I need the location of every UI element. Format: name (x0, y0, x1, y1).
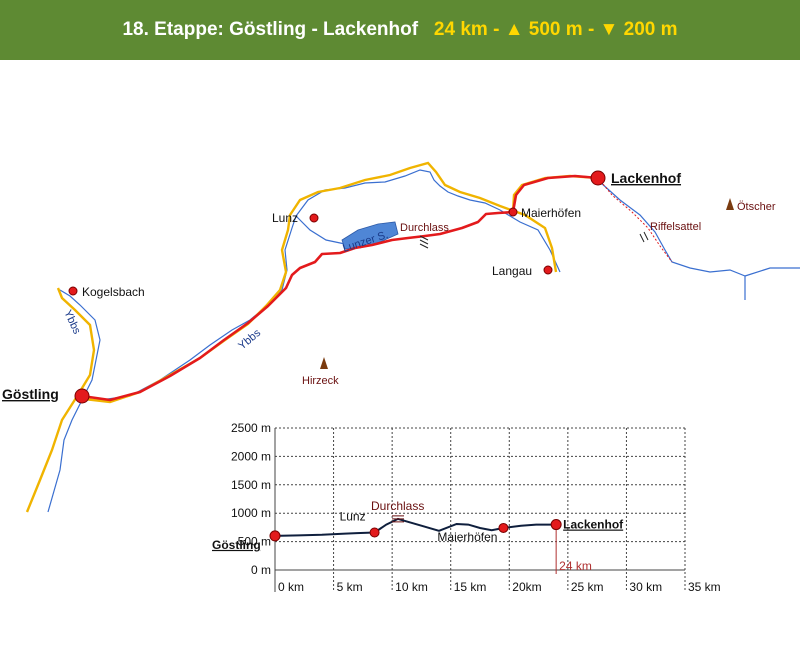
label-lunz: Lunz (272, 211, 298, 225)
label-maierhoefen: Maierhöfen (521, 206, 581, 220)
pass-symbol-durchlass (419, 235, 429, 249)
place-markers (68, 170, 606, 404)
marker-langau (543, 265, 553, 275)
marker-kogelsbach (68, 286, 78, 296)
river-ybbs-upper (59, 289, 101, 401)
label-durchlass: Durchlass (400, 222, 449, 234)
river-east-branch (744, 267, 800, 277)
label-goestling: Göstling (2, 386, 59, 402)
stage-distance: 24 km (433, 19, 488, 40)
river-ybbs (47, 169, 561, 513)
marker-lackenhof (590, 170, 606, 186)
pass-symbol-riffelsattel (639, 231, 649, 243)
label-ybbs-upper: Ybbs (61, 308, 83, 336)
marker-lunz (309, 213, 319, 223)
river-lunz-stream (295, 215, 346, 245)
x-tick-label-0: 0 km (278, 580, 304, 594)
profile-markers (269, 519, 562, 542)
profile-label-lunz: Lunz (340, 510, 366, 524)
stage-descent: 200 m (623, 19, 678, 40)
route-map: Göstling Lackenhof Lunz Maierhöfen Langa… (2, 161, 800, 594)
page-title-bar: 18. Etappe: Göstling - Lackenhof 24 km -… (0, 0, 800, 60)
y-tick-label-4: 2000 m (231, 449, 271, 463)
x-tick-label-2: 10 km (395, 580, 428, 594)
profile-elevation-line (274, 517, 557, 537)
profile-marker-1 (369, 527, 380, 538)
profile-end-label: 24 km (559, 559, 592, 573)
label-kogelsbach: Kogelsbach (82, 285, 145, 299)
profile-label-durchlass: Durchlass (371, 499, 424, 513)
stage-ascent: 500 m (528, 19, 583, 40)
y-tick-label-1: 500 m (238, 535, 271, 549)
label-lackenhof: Lackenhof (611, 170, 681, 186)
river-east (599, 181, 746, 300)
separator: - (587, 19, 595, 40)
profile-y-axis: 0 m 500 m 1000 m 1500 m 2000 m 2500 m (231, 421, 271, 577)
elevation-profile-chart: 0 m 500 m 1000 m 1500 m 2000 m 2500 m 0 km 5 k… (212, 421, 721, 594)
label-hirzeck: Hirzeck (302, 375, 339, 387)
x-tick-label-1: 5 km (337, 580, 363, 594)
label-riffelsattel: Riffelsattel (650, 221, 701, 233)
marker-maierhoefen (508, 207, 518, 217)
peak-oetscher-icon (726, 198, 734, 210)
label-langau: Langau (492, 264, 532, 278)
triangle-down-icon: ▼ (599, 19, 619, 40)
peak-hirzeck-icon (320, 357, 328, 369)
x-tick-label-5: 25 km (571, 580, 604, 594)
y-tick-label-0: 0 m (251, 563, 271, 577)
stage-title: 18. Etappe: Göstling - Lackenhof (122, 19, 419, 40)
marker-goestling (74, 388, 90, 404)
profile-marker-0 (269, 530, 281, 542)
road-kogelsbach (56, 287, 96, 399)
profile-grid (274, 427, 686, 592)
profile-marker-3 (498, 522, 509, 533)
profile-label-maierhoefen: Maierhöfen (437, 530, 497, 544)
label-oetscher: Ötscher (737, 201, 776, 213)
x-tick-label-7: 35 km (688, 580, 721, 594)
profile-label-goestling: Göstling (212, 538, 261, 552)
triangle-up-icon: ▲ (504, 19, 524, 40)
x-tick-label-4: 20km (512, 580, 541, 594)
profile-pass-symbol (392, 515, 404, 523)
x-tick-label-6: 30 km (629, 580, 662, 594)
separator: - (493, 19, 500, 40)
profile-marker-4 (550, 519, 562, 531)
y-tick-label-5: 2500 m (231, 421, 271, 435)
y-tick-label-2: 1000 m (231, 506, 271, 520)
profile-label-lackenhof: Lackenhof (563, 518, 624, 532)
y-tick-label-3: 1500 m (231, 478, 271, 492)
x-tick-label-3: 15 km (454, 580, 487, 594)
profile-x-axis: 0 km 5 km 10 km 15 km 20km 25 km 30 km 35 km (278, 580, 721, 594)
